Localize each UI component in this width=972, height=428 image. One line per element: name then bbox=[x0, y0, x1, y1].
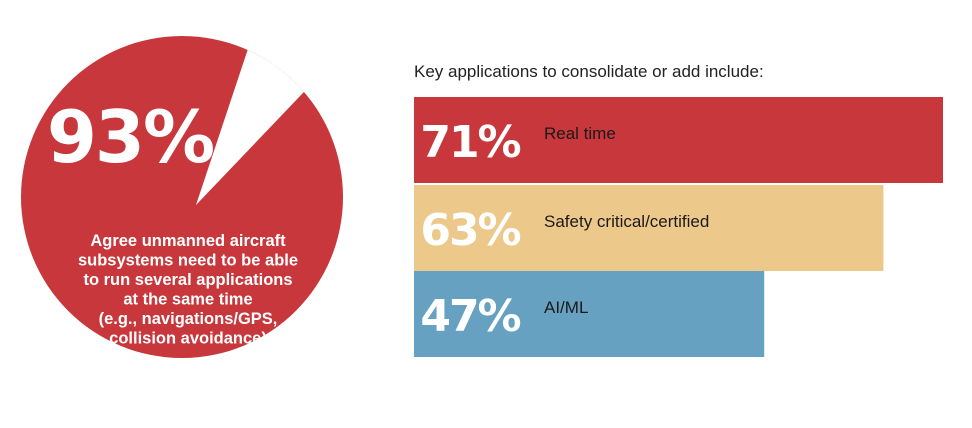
pie-caption-line: to run several applications bbox=[83, 271, 292, 289]
pie-caption-line: Agree unmanned aircraft bbox=[90, 232, 286, 250]
bar-category-label: AI/ML bbox=[544, 298, 588, 317]
bar bbox=[414, 185, 884, 271]
pie-caption-line: (e.g., navigations/GPS, bbox=[99, 310, 278, 328]
bar-value-label: 71% bbox=[420, 117, 520, 168]
bar-category-label: Safety critical/certified bbox=[544, 212, 709, 231]
bar-category-label: Real time bbox=[544, 124, 616, 143]
pie-chart: 93% Agree unmanned aircraft subsystems ne… bbox=[21, 36, 343, 358]
pie-caption-line: collision avoidance) bbox=[109, 330, 267, 348]
pie-slice-remainder bbox=[196, 50, 304, 205]
bar-chart-title: Key applications to consolidate or add i… bbox=[414, 62, 764, 81]
pie-caption-line: subsystems need to be able bbox=[78, 252, 298, 270]
pie-value-label: 93% bbox=[47, 95, 213, 179]
bar bbox=[414, 271, 765, 357]
pie-caption-line: at the same time bbox=[123, 291, 252, 309]
bar-value-label: 47% bbox=[420, 291, 520, 342]
bar bbox=[414, 97, 943, 183]
bar-value-label: 63% bbox=[420, 205, 520, 256]
pie-caption: Agree unmanned aircraft subsystems need t… bbox=[78, 232, 298, 348]
